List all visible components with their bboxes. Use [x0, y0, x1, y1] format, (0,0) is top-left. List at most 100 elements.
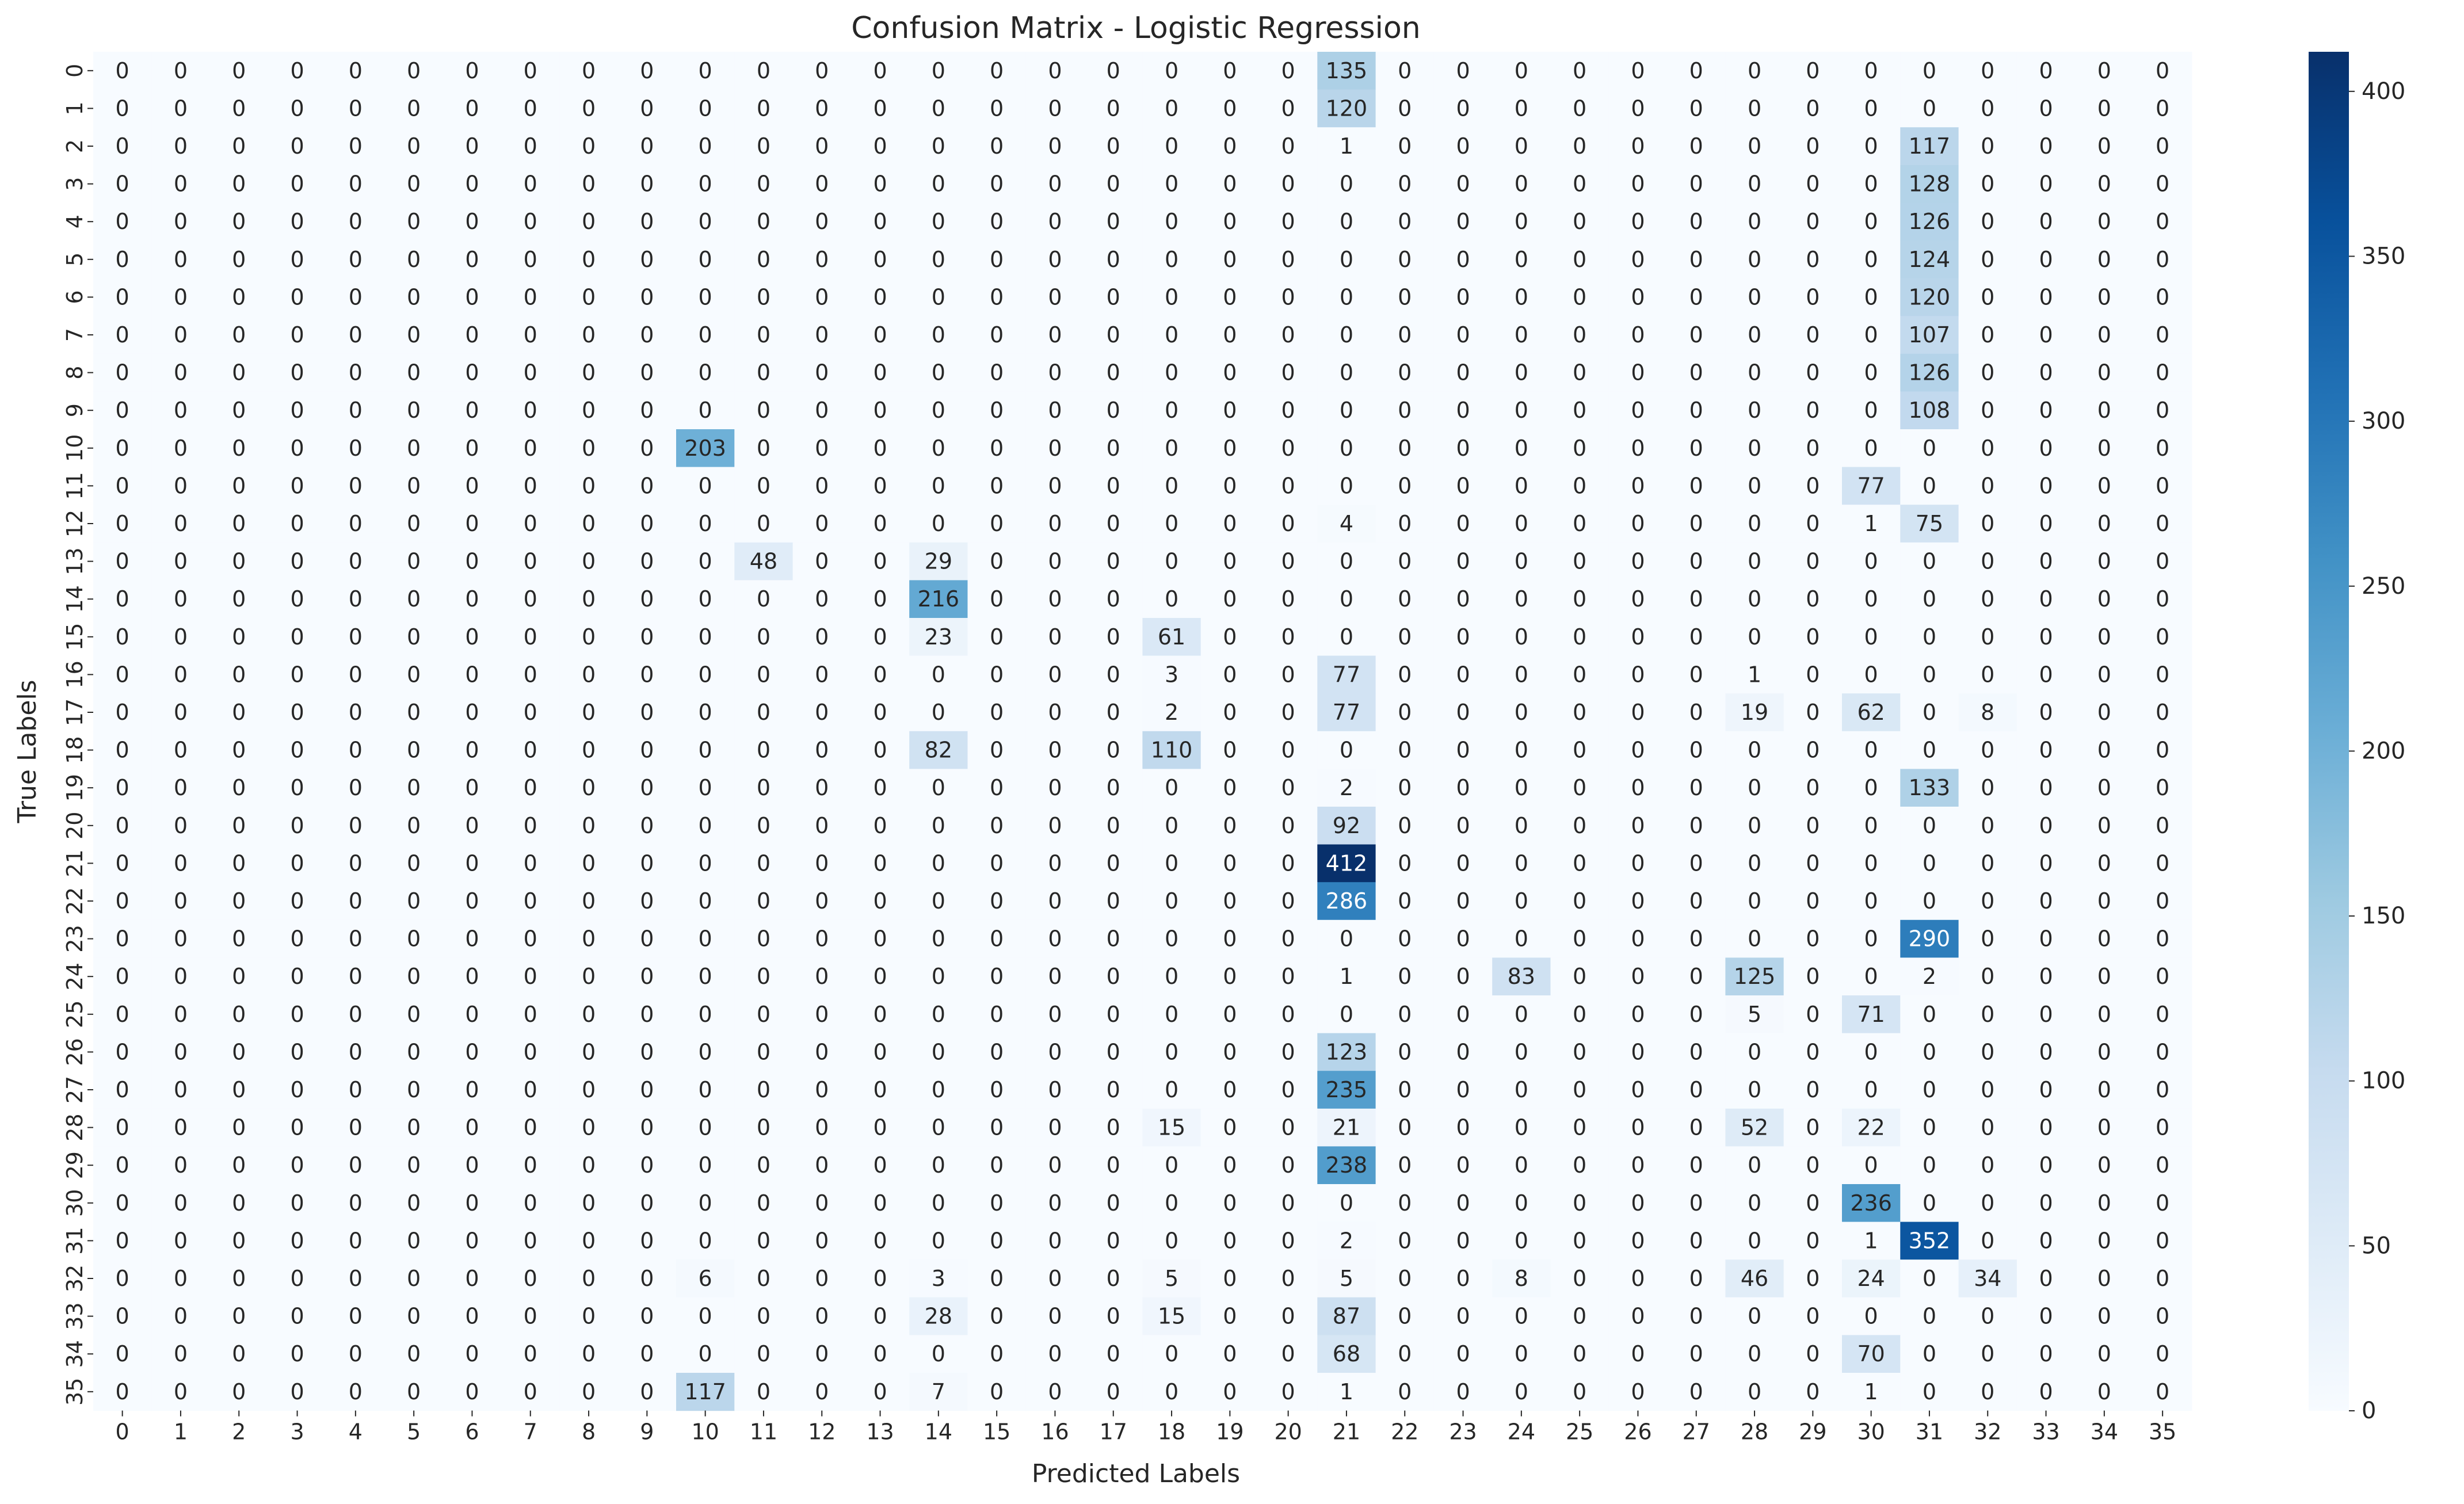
- heatmap-cell: [1608, 693, 1668, 732]
- cell-value-label: 15: [1158, 1304, 1185, 1329]
- cell-value-label: 0: [1631, 738, 1645, 763]
- heatmap-cell: [1433, 203, 1493, 241]
- heatmap-cell: [1608, 769, 1668, 807]
- cell-value-label: 0: [873, 360, 887, 385]
- heatmap-cell: [792, 52, 852, 90]
- heatmap-cell: [792, 353, 852, 392]
- cell-value-label: 0: [116, 360, 129, 385]
- cell-value-label: 62: [1857, 700, 1885, 725]
- cell-value-label: 0: [815, 284, 829, 310]
- cell-value-label: 0: [1981, 1190, 1994, 1216]
- cell-value-label: 0: [1456, 775, 1470, 800]
- cell-value-label: 0: [1281, 96, 1295, 121]
- cell-value-label: 0: [465, 549, 479, 574]
- cell-value-label: 0: [1456, 1077, 1470, 1102]
- cell-value-label: 0: [1048, 1039, 1062, 1064]
- cell-value-label: 0: [465, 322, 479, 348]
- cell-value-label: 0: [582, 662, 596, 687]
- heatmap-cell: [1783, 580, 1843, 619]
- cell-value-label: 0: [699, 1152, 712, 1178]
- heatmap-cell: [1317, 618, 1376, 656]
- heatmap-cell: [734, 655, 794, 694]
- heatmap-cell: [1259, 655, 1318, 694]
- cell-value-label: 0: [290, 1115, 304, 1140]
- cell-value-label: 352: [1909, 1228, 1951, 1253]
- heatmap-cell: [2075, 731, 2134, 769]
- cell-value-label: 0: [1806, 1152, 1820, 1178]
- cell-value-label: 0: [1689, 284, 1703, 310]
- heatmap-cell: [792, 655, 852, 694]
- cell-value-label: 0: [873, 322, 887, 348]
- cell-value-label: 0: [524, 926, 537, 952]
- cell-value-label: 0: [407, 813, 421, 838]
- heatmap-cell: [850, 203, 910, 241]
- heatmap-cell: [443, 580, 502, 619]
- cell-value-label: 110: [1151, 738, 1193, 763]
- cell-value-label: 0: [932, 1190, 945, 1216]
- cell-value-label: 0: [873, 133, 887, 159]
- cell-value-label: 0: [1631, 511, 1645, 536]
- heatmap-cell: [1492, 278, 1551, 316]
- heatmap-cell: [2075, 165, 2134, 203]
- heatmap-cell: [326, 203, 386, 241]
- cell-value-label: 0: [174, 1266, 188, 1291]
- cell-value-label: 0: [1048, 1379, 1062, 1404]
- heatmap-cell: [1200, 467, 1260, 505]
- heatmap-cell: [2075, 316, 2134, 354]
- cell-value-label: 0: [815, 322, 829, 348]
- cell-value-label: 0: [873, 473, 887, 498]
- cell-value-label: 0: [407, 133, 421, 159]
- cell-value-label: 0: [290, 662, 304, 687]
- heatmap-cell: [559, 542, 619, 581]
- heatmap-cell: [1900, 52, 1959, 90]
- heatmap-cell: [1667, 391, 1726, 430]
- heatmap-cell: [734, 278, 794, 316]
- cell-value-label: 0: [1748, 398, 1761, 423]
- heatmap-cell: [1259, 278, 1318, 316]
- cell-value-label: 0: [232, 511, 246, 536]
- cell-value-label: 0: [524, 850, 537, 876]
- heatmap-cell: [2075, 769, 2134, 807]
- cell-value-label: 0: [640, 738, 654, 763]
- heatmap-cell: [676, 391, 735, 430]
- cell-value-label: 125: [1734, 964, 1776, 989]
- heatmap-cell: [268, 353, 327, 392]
- cell-value-label: 0: [232, 1002, 246, 1027]
- heatmap-cell: [2016, 127, 2076, 166]
- cell-value-label: 0: [1806, 322, 1820, 348]
- heatmap-cell: [1900, 505, 1959, 543]
- cell-value-label: 0: [1456, 586, 1470, 612]
- heatmap-cell: [734, 731, 794, 769]
- heatmap-cell: [1492, 429, 1551, 468]
- cell-value-label: 0: [1981, 360, 1994, 385]
- cell-value-label: 0: [1281, 209, 1295, 234]
- cell-value-label: 0: [1281, 1002, 1295, 1027]
- heatmap-cell: [792, 429, 852, 468]
- x-tick-label: 25: [1566, 1419, 1593, 1445]
- cell-value-label: 0: [407, 511, 421, 536]
- cell-value-label: 0: [699, 850, 712, 876]
- cell-value-label: 0: [1107, 1228, 1120, 1253]
- heatmap-cell: [384, 391, 444, 430]
- cell-value-label: 0: [990, 926, 1004, 952]
- heatmap-cell: [1492, 467, 1551, 505]
- cell-value-label: 0: [1631, 398, 1645, 423]
- heatmap-cell: [2016, 241, 2076, 279]
- cell-value-label: 0: [815, 624, 829, 650]
- heatmap-cell: [501, 580, 560, 619]
- heatmap-cell: [1200, 203, 1260, 241]
- heatmap-cell: [1958, 429, 2017, 468]
- cell-value-label: 0: [699, 1228, 712, 1253]
- heatmap-cell: [93, 353, 152, 392]
- cell-value-label: 0: [873, 1077, 887, 1102]
- cell-value-label: 0: [1806, 436, 1820, 461]
- heatmap-cell: [1025, 391, 1085, 430]
- cell-value-label: 0: [1748, 96, 1761, 121]
- heatmap-cell: [1725, 52, 1784, 90]
- heatmap-cell: [2133, 807, 2192, 845]
- cell-value-label: 0: [174, 813, 188, 838]
- cell-value-label: 0: [1748, 850, 1761, 876]
- cell-value-label: 0: [1923, 1379, 1936, 1404]
- y-tick-label: 12: [62, 510, 87, 537]
- heatmap-cell: [2075, 580, 2134, 619]
